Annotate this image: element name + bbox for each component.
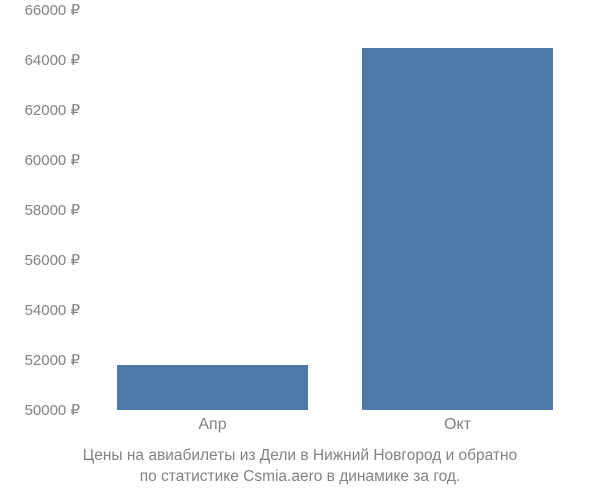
plot-area — [90, 10, 580, 410]
chart-caption: Цены на авиабилеты из Дели в Нижний Новг… — [0, 446, 600, 488]
caption-line-1: Цены на авиабилеты из Дели в Нижний Новг… — [83, 447, 517, 464]
y-tick-label: 56000 ₽ — [5, 251, 80, 269]
caption-line-2: по статистике Csmia.aero в динамике за г… — [140, 468, 461, 485]
y-tick-label: 64000 ₽ — [5, 51, 80, 69]
bar — [117, 365, 308, 410]
y-tick-label: 66000 ₽ — [5, 1, 80, 19]
y-tick-label: 60000 ₽ — [5, 151, 80, 169]
y-tick-label: 52000 ₽ — [5, 351, 80, 369]
x-tick-label: Апр — [198, 416, 226, 434]
x-tick-label: Окт — [444, 416, 471, 434]
bar — [362, 48, 553, 411]
y-tick-label: 62000 ₽ — [5, 101, 80, 119]
y-tick-label: 58000 ₽ — [5, 201, 80, 219]
price-chart: Цены на авиабилеты из Дели в Нижний Новг… — [0, 0, 600, 500]
y-tick-label: 50000 ₽ — [5, 401, 80, 419]
y-tick-label: 54000 ₽ — [5, 301, 80, 319]
